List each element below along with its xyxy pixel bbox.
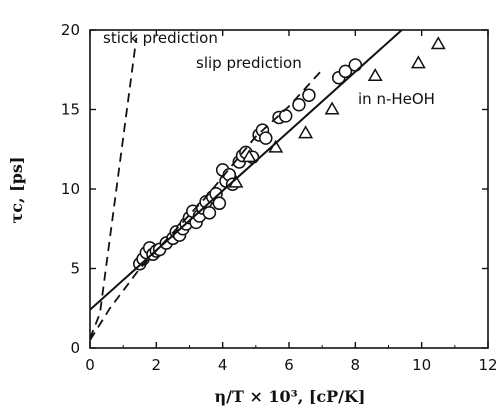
triangle-point <box>367 68 383 82</box>
slip-prediction-label: slip prediction <box>196 54 302 72</box>
circle-point <box>212 196 227 211</box>
y-tick-label: 15 <box>61 101 80 119</box>
y-tick-label: 20 <box>61 21 80 39</box>
fit-line <box>89 29 403 311</box>
plot-area <box>89 29 446 341</box>
y-tick-label: 5 <box>70 260 80 278</box>
x-tick-label: 12 <box>478 356 497 374</box>
stick-prediction-line <box>89 37 138 339</box>
circle-point <box>302 88 316 102</box>
triangle-point <box>430 36 446 50</box>
plot-frame <box>89 29 489 349</box>
stick-prediction-label: stick prediction <box>103 29 218 47</box>
circle-point <box>338 64 353 79</box>
circle-point <box>278 109 293 123</box>
y-tick-label: 10 <box>61 180 80 198</box>
triangle-point <box>241 149 257 163</box>
circle-point <box>292 97 306 112</box>
x-tick-label: 6 <box>284 356 294 374</box>
circle-point <box>259 131 273 145</box>
x-tick-label: 0 <box>85 356 95 374</box>
triangle-point <box>324 101 340 115</box>
triangle-point <box>410 55 426 69</box>
n-hexanol-label: in n-HeOH <box>358 90 435 108</box>
circle-point <box>202 206 217 220</box>
axes: 0 2 4 6 8 10 12 0 5 10 15 20 <box>61 21 498 374</box>
x-tick-label: 4 <box>218 356 228 374</box>
x-axis-title: η/T × 10³, [cP/K] <box>214 387 365 406</box>
x-tick-label: 10 <box>412 356 431 374</box>
x-tick-label: 2 <box>152 356 162 374</box>
slip-prediction-line <box>89 69 323 341</box>
y-tick-label: 0 <box>70 339 80 357</box>
triangle-point <box>298 125 314 139</box>
y-axis-title: τc, [ps] <box>7 157 26 224</box>
x-tick-label: 8 <box>351 356 361 374</box>
